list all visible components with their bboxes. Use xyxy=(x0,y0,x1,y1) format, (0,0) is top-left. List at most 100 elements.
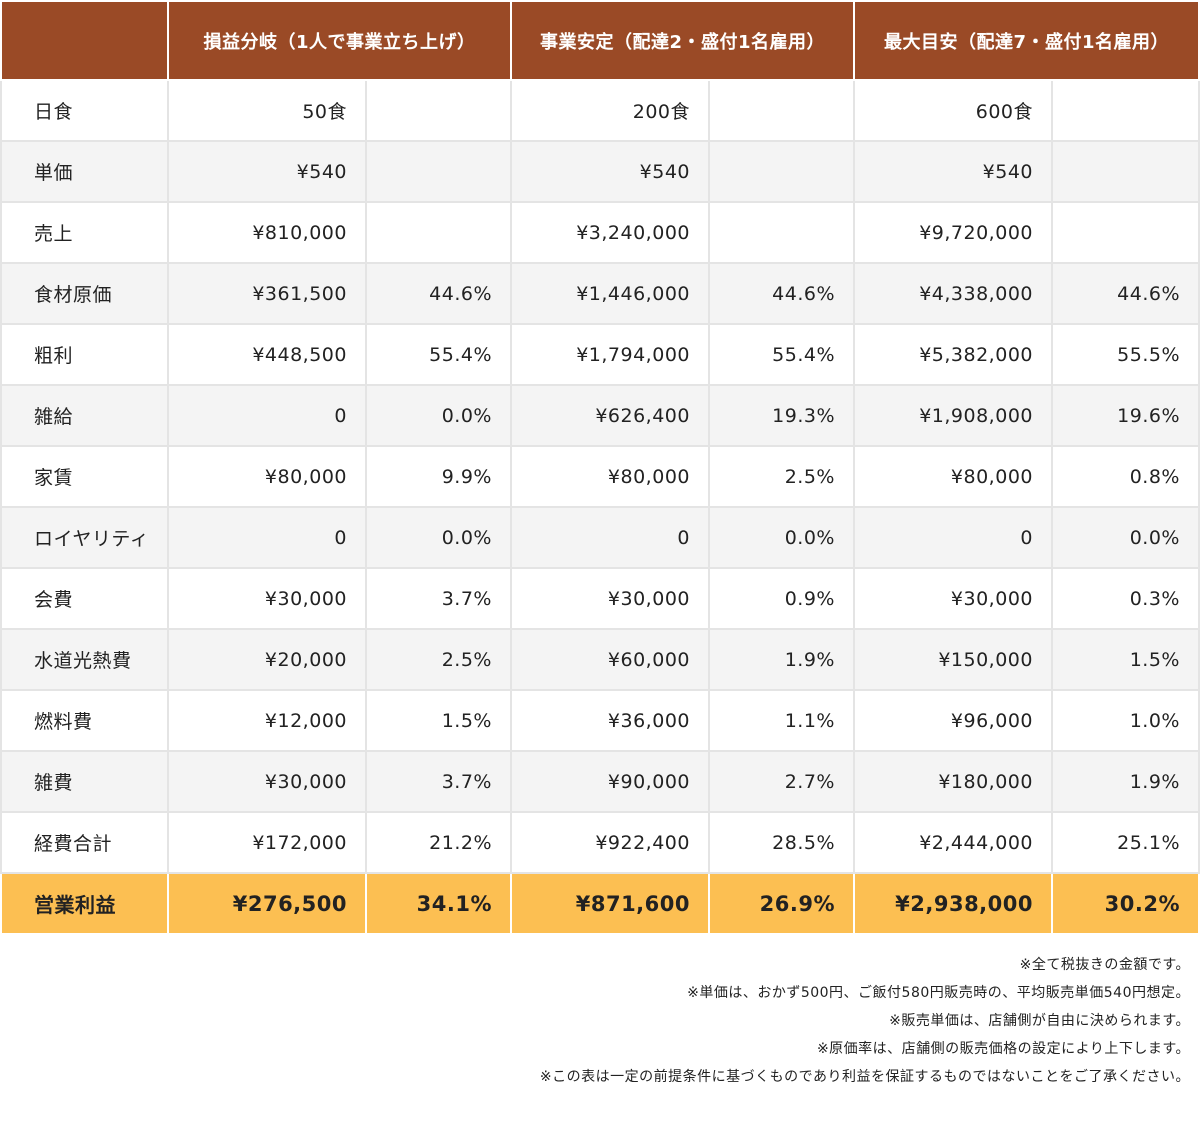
amount-cell: ¥36,000 xyxy=(510,689,710,752)
table-row: 家賃 ¥80,000 9.9% ¥80,000 2.5% ¥80,000 0.8% xyxy=(0,445,1200,508)
table-row: 売上 ¥810,000 ¥3,240,000 ¥9,720,000 xyxy=(0,201,1200,264)
table-row: 雑費 ¥30,000 3.7% ¥90,000 2.7% ¥180,000 1.9% xyxy=(0,750,1200,813)
ratio-cell: 0.0% xyxy=(708,506,855,569)
ratio-cell: 19.3% xyxy=(708,384,855,447)
ratio-cell: 28.5% xyxy=(708,811,855,874)
footnote-cost-ratio: ※原価率は、店舗側の販売価格の設定により上下します。 xyxy=(816,1041,1190,1057)
amount-cell: ¥448,500 xyxy=(167,323,367,386)
ratio-cell: 0.9% xyxy=(708,567,855,630)
table-row: 日食 50食 200食 600食 xyxy=(0,79,1200,142)
ratio-cell: 0.3% xyxy=(1051,567,1200,630)
footnote-price-setting: ※販売単価は、店舗側が自由に決められます。 xyxy=(889,1013,1190,1029)
ratio-cell: 0.0% xyxy=(1051,506,1200,569)
row-label: 経費合計 xyxy=(0,811,169,874)
amount-cell: ¥90,000 xyxy=(510,750,710,813)
amount-cell: ¥80,000 xyxy=(853,445,1053,508)
amount-cell: 50食 xyxy=(167,79,367,142)
amount-cell: ¥30,000 xyxy=(167,750,367,813)
ratio-cell: 55.4% xyxy=(365,323,512,386)
ratio-cell: 34.1% xyxy=(365,872,512,935)
table-row: 雑給 0 0.0% ¥626,400 19.3% ¥1,908,000 19.6% xyxy=(0,384,1200,447)
ratio-cell xyxy=(708,201,855,264)
ratio-cell xyxy=(365,201,512,264)
header-row: 損益分岐（1人で事業立ち上げ） 事業安定（配達2・盛付1名雇用） 最大目安（配達… xyxy=(0,0,1200,81)
amount-cell: ¥4,338,000 xyxy=(853,262,1053,325)
amount-cell: ¥12,000 xyxy=(167,689,367,752)
ratio-cell: 1.9% xyxy=(1051,750,1200,813)
ratio-cell: 1.5% xyxy=(365,689,512,752)
amount-cell: 0 xyxy=(167,506,367,569)
ratio-cell: 2.7% xyxy=(708,750,855,813)
profit-loss-table: 損益分岐（1人で事業立ち上げ） 事業安定（配達2・盛付1名雇用） 最大目安（配達… xyxy=(0,0,1200,935)
ratio-cell: 44.6% xyxy=(1051,262,1200,325)
amount-cell: 200食 xyxy=(510,79,710,142)
table-row: ロイヤリティ 0 0.0% 0 0.0% 0 0.0% xyxy=(0,506,1200,569)
ratio-cell xyxy=(708,140,855,203)
amount-cell: ¥540 xyxy=(167,140,367,203)
amount-cell: ¥172,000 xyxy=(167,811,367,874)
ratio-cell: 3.7% xyxy=(365,750,512,813)
amount-cell: ¥3,240,000 xyxy=(510,201,710,264)
amount-cell: 600食 xyxy=(853,79,1053,142)
amount-cell: ¥2,938,000 xyxy=(853,872,1053,935)
ratio-cell: 0.8% xyxy=(1051,445,1200,508)
table-row: 食材原価 ¥361,500 44.6% ¥1,446,000 44.6% ¥4,338,0… xyxy=(0,262,1200,325)
ratio-cell: 25.1% xyxy=(1051,811,1200,874)
ratio-cell: 2.5% xyxy=(708,445,855,508)
header-max: 最大目安（配達7・盛付1名雇用） xyxy=(853,0,1200,81)
ratio-cell: 9.9% xyxy=(365,445,512,508)
row-label: 食材原価 xyxy=(0,262,169,325)
ratio-cell: 26.9% xyxy=(708,872,855,935)
table-row: 燃料費 ¥12,000 1.5% ¥36,000 1.1% ¥96,000 1.0% xyxy=(0,689,1200,752)
amount-cell: ¥540 xyxy=(853,140,1053,203)
ratio-cell xyxy=(708,79,855,142)
ratio-cell: 1.5% xyxy=(1051,628,1200,691)
footnote-tax: ※全て税抜きの金額です。 xyxy=(1019,957,1190,973)
amount-cell: ¥60,000 xyxy=(510,628,710,691)
footnote-unit-price: ※単価は、おかず500円、ご飯付580円販売時の、平均販売単価540円想定。 xyxy=(687,985,1190,1001)
ratio-cell: 0.0% xyxy=(365,506,512,569)
row-label: 日食 xyxy=(0,79,169,142)
amount-cell: 0 xyxy=(853,506,1053,569)
amount-cell: ¥871,600 xyxy=(510,872,710,935)
row-label: 雑給 xyxy=(0,384,169,447)
amount-cell: ¥1,446,000 xyxy=(510,262,710,325)
amount-cell: ¥180,000 xyxy=(853,750,1053,813)
row-label: 燃料費 xyxy=(0,689,169,752)
table-row: 経費合計 ¥172,000 21.2% ¥922,400 28.5% ¥2,444,000… xyxy=(0,811,1200,874)
total-row: 営業利益 ¥276,500 34.1% ¥871,600 26.9% ¥2,938,000… xyxy=(0,872,1200,935)
ratio-cell xyxy=(1051,79,1200,142)
amount-cell: ¥1,908,000 xyxy=(853,384,1053,447)
amount-cell: ¥361,500 xyxy=(167,262,367,325)
row-label: 売上 xyxy=(0,201,169,264)
header-label-cell xyxy=(0,0,169,81)
ratio-cell xyxy=(1051,201,1200,264)
header-stable: 事業安定（配達2・盛付1名雇用） xyxy=(510,0,855,81)
ratio-cell: 0.0% xyxy=(365,384,512,447)
ratio-cell xyxy=(365,79,512,142)
amount-cell: 0 xyxy=(167,384,367,447)
table-row: 単価 ¥540 ¥540 ¥540 xyxy=(0,140,1200,203)
row-label: ロイヤリティ xyxy=(0,506,169,569)
ratio-cell: 1.0% xyxy=(1051,689,1200,752)
table-row: 会費 ¥30,000 3.7% ¥30,000 0.9% ¥30,000 0.3% xyxy=(0,567,1200,630)
ratio-cell: 55.4% xyxy=(708,323,855,386)
ratio-cell: 30.2% xyxy=(1051,872,1200,935)
ratio-cell: 55.5% xyxy=(1051,323,1200,386)
amount-cell: ¥20,000 xyxy=(167,628,367,691)
amount-cell: ¥9,720,000 xyxy=(853,201,1053,264)
amount-cell: ¥922,400 xyxy=(510,811,710,874)
ratio-cell xyxy=(365,140,512,203)
amount-cell: ¥150,000 xyxy=(853,628,1053,691)
row-label: 水道光熱費 xyxy=(0,628,169,691)
amount-cell: ¥540 xyxy=(510,140,710,203)
amount-cell: ¥2,444,000 xyxy=(853,811,1053,874)
row-label: 家賃 xyxy=(0,445,169,508)
ratio-cell xyxy=(1051,140,1200,203)
ratio-cell: 3.7% xyxy=(365,567,512,630)
table-body: 日食 50食 200食 600食 単価 ¥540 ¥540 ¥540 売上 ¥810,000 ¥3,… xyxy=(0,79,1200,935)
amount-cell: 0 xyxy=(510,506,710,569)
row-label: 単価 xyxy=(0,140,169,203)
amount-cell: ¥30,000 xyxy=(853,567,1053,630)
ratio-cell: 1.1% xyxy=(708,689,855,752)
